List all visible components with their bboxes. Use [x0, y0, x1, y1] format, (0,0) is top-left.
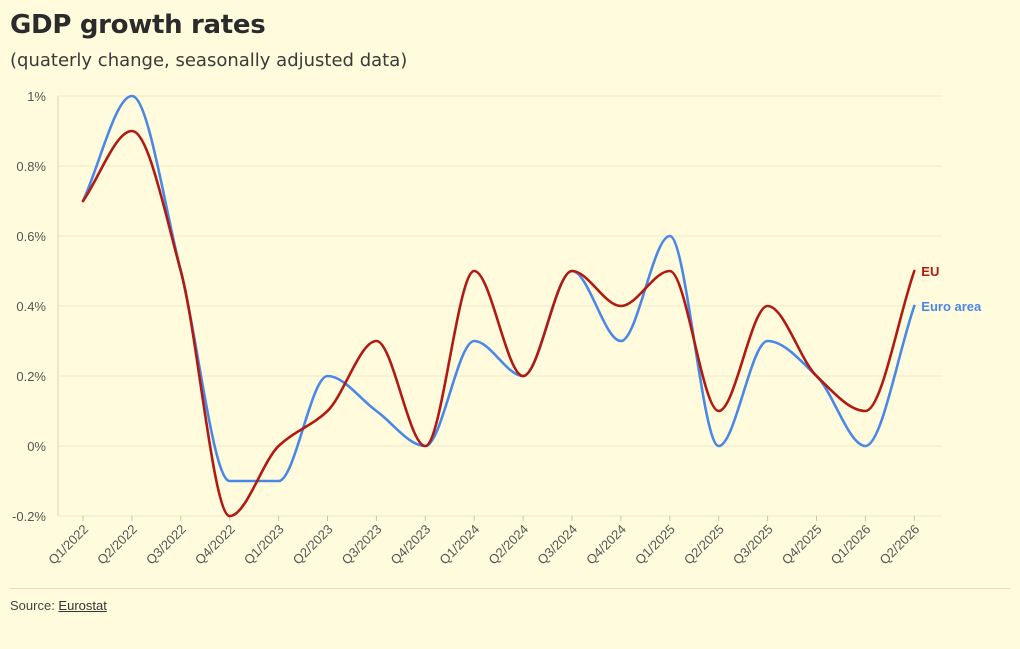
x-tick-label: Q3/2024 [534, 522, 580, 568]
source-prefix: Source: [10, 598, 59, 613]
y-tick-label: 0.6% [16, 229, 46, 244]
x-tick-label: Q4/2024 [583, 522, 629, 568]
series-line-eu [81, 129, 916, 518]
y-tick-label: 1% [27, 89, 46, 104]
x-tick-label: Q2/2022 [94, 522, 140, 568]
x-tick-label: Q2/2026 [877, 522, 923, 568]
x-tick-label: Q4/2023 [388, 522, 434, 568]
y-tick-label: -0.2% [12, 509, 46, 524]
chart-title: GDP growth rates [10, 10, 266, 40]
y-tick-label: 0.8% [16, 159, 46, 174]
series-label-eu: EU [921, 264, 939, 279]
series-line-euro-area [81, 94, 916, 483]
x-tick-label: Q4/2022 [192, 522, 238, 568]
x-tick-label: Q1/2026 [828, 522, 874, 568]
x-tick-label: Q3/2025 [730, 522, 776, 568]
x-tick-label: Q3/2023 [339, 522, 385, 568]
x-tick-label: Q1/2023 [241, 522, 287, 568]
y-tick-label: 0.2% [16, 369, 46, 384]
x-tick-label: Q2/2025 [681, 522, 727, 568]
x-tick-label: Q1/2022 [45, 522, 91, 568]
y-tick-label: 0.4% [16, 299, 46, 314]
source-note: Source: Eurostat [10, 598, 107, 613]
x-tick-label: Q1/2025 [632, 522, 678, 568]
x-tick-label: Q3/2022 [143, 522, 189, 568]
y-tick-label: 0% [27, 439, 46, 454]
chart-subtitle: (quaterly change, seasonally adjusted da… [10, 50, 408, 71]
x-tick-label: Q1/2024 [436, 522, 482, 568]
x-tick-label: Q2/2024 [485, 522, 531, 568]
source-link[interactable]: Eurostat [58, 598, 107, 613]
series-label-euro-area: Euro area [921, 299, 982, 314]
x-tick-label: Q2/2023 [290, 522, 336, 568]
footer-divider [10, 588, 1010, 589]
x-tick-label: Q4/2025 [779, 522, 825, 568]
line-chart: -0.2%0%0.2%0.4%0.6%0.8%1%Q1/2022 Q2/2022 Q… [12, 89, 982, 568]
